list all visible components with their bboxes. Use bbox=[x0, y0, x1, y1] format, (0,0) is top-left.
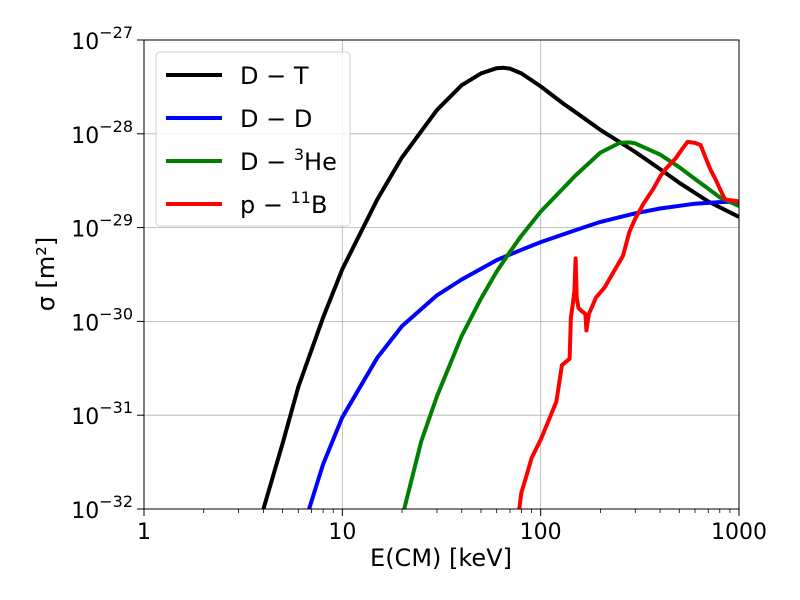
y-tick-exponent: −29 bbox=[99, 211, 133, 230]
y-tick-exponent: −31 bbox=[99, 398, 133, 417]
legend-label: D − D bbox=[240, 105, 312, 133]
legend: D − T D − D D − 3He p − 11B bbox=[155, 51, 351, 227]
y-tick-label: 10−28 bbox=[71, 117, 133, 149]
y-axis-label: σ [m²] bbox=[32, 237, 60, 312]
series-line-2 bbox=[307, 199, 740, 510]
legend-label: D − 3He bbox=[240, 145, 337, 176]
legend-label-tail: He bbox=[304, 148, 337, 176]
legend-label: p − 11B bbox=[240, 188, 327, 219]
y-tick-label: 10−32 bbox=[71, 492, 133, 524]
series-group bbox=[261, 65, 740, 510]
legend-label-text: D − D bbox=[240, 105, 312, 133]
legend-label-text: D − T bbox=[240, 62, 309, 90]
y-tick-label: 10−30 bbox=[71, 304, 133, 336]
x-tick-label: 10 bbox=[328, 520, 356, 545]
y-tick-exponent: −27 bbox=[99, 23, 133, 42]
x-axis-label: E(CM) [keV] bbox=[370, 544, 512, 572]
y-tick-base: 10 bbox=[71, 499, 99, 524]
y-tick-exponent: −28 bbox=[99, 117, 133, 136]
legend-label-tail: B bbox=[311, 191, 327, 219]
y-tick-label: 10−27 bbox=[71, 23, 133, 55]
legend-label-text: p − bbox=[240, 191, 291, 219]
y-tick-base: 10 bbox=[71, 311, 99, 336]
x-tick-label: 1 bbox=[137, 520, 151, 545]
x-tick-label: 1000 bbox=[711, 520, 767, 545]
legend-label-superscript: 3 bbox=[294, 145, 304, 164]
series-line-1 bbox=[261, 65, 740, 510]
series-line-4 bbox=[517, 139, 740, 510]
x-tick-label: 100 bbox=[520, 520, 562, 545]
y-tick-label: 10−29 bbox=[71, 211, 133, 243]
y-tick-label: 10−31 bbox=[71, 398, 133, 430]
axis-ticks bbox=[137, 39, 740, 516]
legend-label-text: D − bbox=[240, 148, 294, 176]
legend-label-superscript: 11 bbox=[291, 188, 311, 207]
y-tick-base: 10 bbox=[71, 218, 99, 243]
y-tick-base: 10 bbox=[71, 30, 99, 55]
y-tick-base: 10 bbox=[71, 124, 99, 149]
y-tick-base: 10 bbox=[71, 405, 99, 430]
series-line-3 bbox=[402, 140, 740, 510]
y-tick-exponent: −30 bbox=[99, 304, 133, 323]
legend-label: D − T bbox=[240, 62, 309, 90]
plot-frame bbox=[143, 39, 740, 510]
y-tick-exponent: −32 bbox=[99, 492, 133, 511]
legend-box bbox=[155, 51, 351, 227]
